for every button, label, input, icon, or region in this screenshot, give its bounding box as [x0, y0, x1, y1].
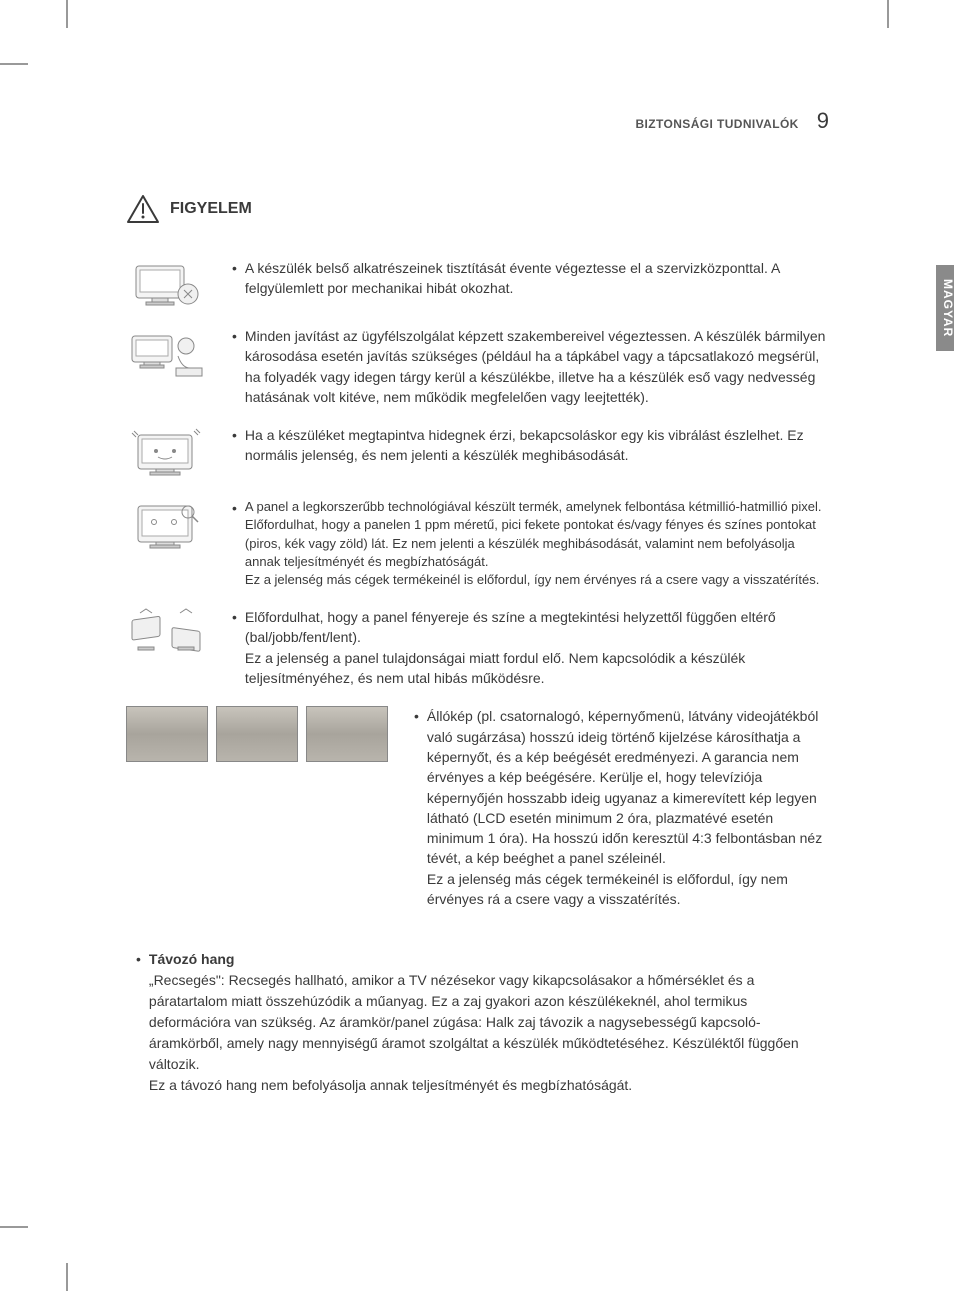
attention-heading: FIGYELEM	[126, 194, 829, 224]
screen-photo	[126, 706, 208, 762]
illustration-pixel-icon	[126, 498, 206, 589]
page-number: 9	[817, 108, 829, 134]
illustration-cleaning-icon	[126, 258, 206, 308]
illustration-service-icon	[126, 326, 206, 407]
attention-label: FIGYELEM	[170, 200, 252, 218]
bullet: •	[232, 607, 237, 688]
item-text: A panel a legkorszerűbb technológiával k…	[245, 498, 829, 589]
item-text: Ha a készüléket megtapintva hidegnek érz…	[245, 425, 829, 480]
item-text: Minden javítást az ügyfélszolgálat képze…	[245, 326, 829, 407]
crop-mark	[66, 0, 68, 28]
crop-mark	[0, 63, 28, 65]
item-text: Előfordulhat, hogy a panel fényereje és …	[245, 607, 829, 688]
screen-photo	[306, 706, 388, 762]
bullet: •	[136, 949, 141, 1096]
bullet: •	[232, 425, 237, 480]
bullet: •	[232, 258, 237, 308]
screen-photo	[216, 706, 298, 762]
page-header: BIZTONSÁGI TUDNIVALÓK 9	[126, 108, 829, 134]
footer-title: Távozó hang	[149, 951, 235, 967]
safety-item: • A panel a legkorszerűbb technológiával…	[126, 498, 829, 589]
bullet: •	[232, 498, 237, 589]
safety-item: • Állókép (pl. csatornalogó, képernyőmen…	[126, 706, 829, 909]
language-tab: MAGYAR	[936, 265, 954, 351]
safety-item: • A készülék belső alkatrészeinek tisztí…	[126, 258, 829, 308]
crop-mark	[887, 0, 889, 28]
crop-mark	[66, 1263, 68, 1291]
warning-triangle-icon	[126, 194, 160, 224]
bullet: •	[414, 706, 419, 909]
bullet: •	[232, 326, 237, 407]
footer-body: „Recsegés": Recsegés hallható, amikor a …	[149, 970, 829, 1096]
illustration-cold-tv-icon	[126, 425, 206, 480]
burn-in-photos	[126, 706, 388, 762]
illustration-viewing-angle-icon	[126, 607, 206, 688]
section-title: BIZTONSÁGI TUDNIVALÓK	[635, 117, 798, 131]
item-text: A készülék belső alkatrészeinek tisztítá…	[245, 258, 829, 308]
safety-item: • Előfordulhat, hogy a panel fényereje é…	[126, 607, 829, 688]
crop-mark	[0, 1226, 28, 1228]
safety-item: • Ha a készüléket megtapintva hidegnek é…	[126, 425, 829, 480]
page-content: BIZTONSÁGI TUDNIVALÓK 9 FIGYELEM • A kés…	[66, 60, 889, 1136]
item-text: Állókép (pl. csatornalogó, képernyőmenü,…	[427, 706, 829, 909]
safety-item: • Minden javítást az ügyfélszolgálat kép…	[126, 326, 829, 407]
footer-note: • Távozó hang „Recsegés": Recsegés hallh…	[126, 949, 829, 1096]
